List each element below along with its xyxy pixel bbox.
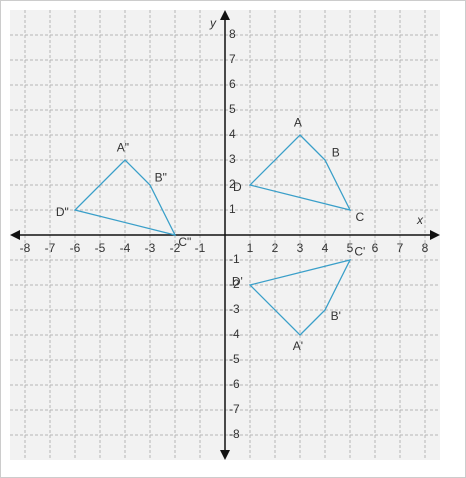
vertex-label: C' xyxy=(354,244,365,258)
shape xyxy=(248,259,352,336)
x-tick-label: -6 xyxy=(70,241,81,255)
x-tick-label: -3 xyxy=(145,241,156,255)
y-tick-label: 4 xyxy=(229,127,236,141)
vertex-label: A" xyxy=(117,140,129,154)
y-tick-label: -4 xyxy=(229,327,240,341)
arrow xyxy=(430,230,440,240)
shape xyxy=(73,159,177,236)
vertex-label: C xyxy=(356,210,365,224)
x-tick-label: 4 xyxy=(322,241,329,255)
y-tick-label: 5 xyxy=(229,102,236,116)
vertex-label: D' xyxy=(232,275,243,289)
y-tick-label: -1 xyxy=(229,252,240,266)
x-tick-label: -4 xyxy=(120,241,131,255)
y-tick-label: -3 xyxy=(229,302,240,316)
y-tick-label: 8 xyxy=(229,27,236,41)
y-tick-label: 2 xyxy=(229,177,236,191)
y-tick-label: -2 xyxy=(229,277,240,291)
vertex-label: C" xyxy=(178,235,191,249)
x-tick-label: 8 xyxy=(422,241,429,255)
arrow xyxy=(220,10,230,20)
x-tick-label: 2 xyxy=(272,241,279,255)
vertex-label: B xyxy=(332,146,340,160)
x-tick-label: 3 xyxy=(297,241,304,255)
x-tick-label: -8 xyxy=(20,241,31,255)
arrow xyxy=(220,450,230,460)
y-tick-label: 6 xyxy=(229,77,236,91)
x-tick-label: 1 xyxy=(247,241,254,255)
shape xyxy=(248,134,352,211)
x-tick-label: -1 xyxy=(195,241,206,255)
y-tick-label: 7 xyxy=(229,52,236,66)
y-tick-label: -8 xyxy=(229,427,240,441)
x-tick-label: 7 xyxy=(397,241,404,255)
y-tick-label: -6 xyxy=(229,377,240,391)
vertex-label: D" xyxy=(56,205,69,219)
x-tick-label: -2 xyxy=(170,241,181,255)
vertex-label: A' xyxy=(293,339,303,353)
y-tick-label: 1 xyxy=(229,202,236,216)
x-tick-label: -5 xyxy=(95,241,106,255)
vertex-label: A xyxy=(294,115,302,129)
vertex-label: B" xyxy=(155,171,167,185)
y-tick-label: -7 xyxy=(229,402,240,416)
y-tick-label: 3 xyxy=(229,152,236,166)
vertex-label: B' xyxy=(331,309,341,323)
x-tick-label: -7 xyxy=(45,241,56,255)
y-axis-label: y xyxy=(209,16,217,30)
arrow xyxy=(10,230,20,240)
x-axis-label: x xyxy=(416,213,424,227)
y-tick-label: -5 xyxy=(229,352,240,366)
x-tick-label: 5 xyxy=(347,241,354,255)
vertex-label: D xyxy=(233,180,242,194)
x-tick-label: 6 xyxy=(372,241,379,255)
